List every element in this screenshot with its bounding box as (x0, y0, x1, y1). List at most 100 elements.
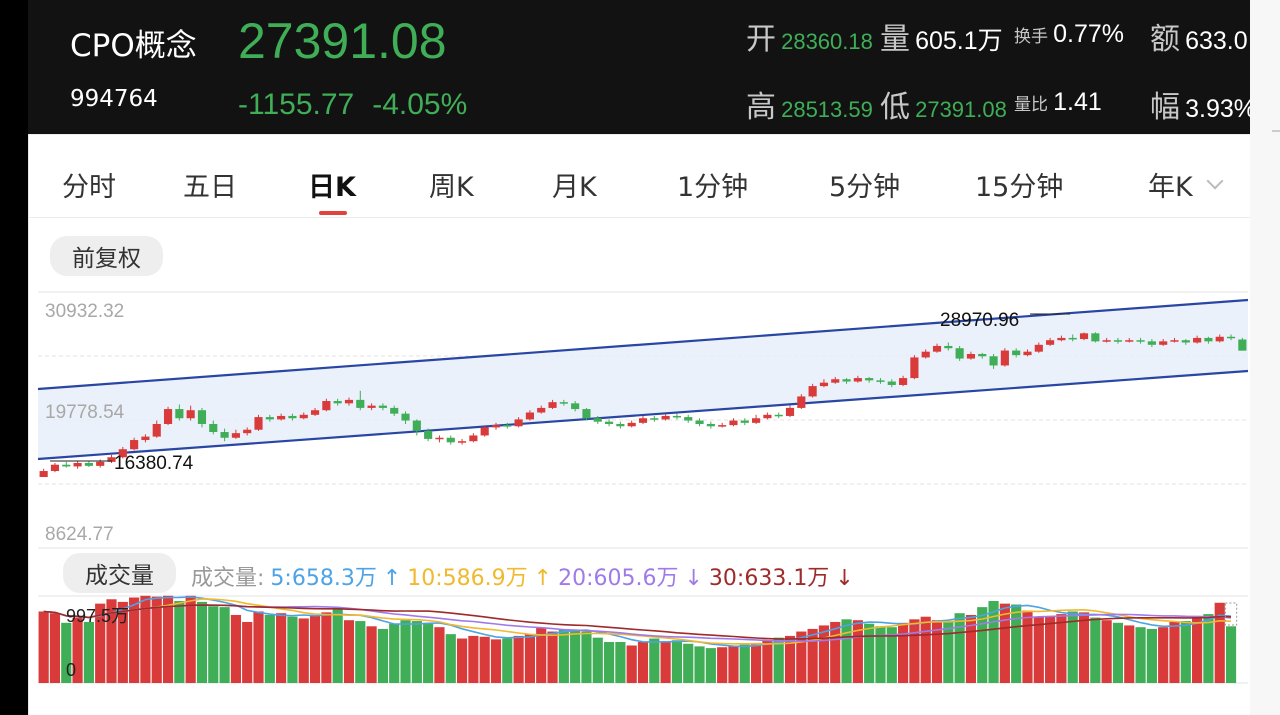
tab-15min[interactable]: 15分钟 (975, 172, 1064, 203)
volume-bar (389, 623, 400, 683)
volume-bar (1112, 622, 1124, 683)
candle-body (288, 415, 297, 419)
candle-body (62, 464, 71, 467)
y-axis-label: 8624.77 (45, 524, 114, 545)
volume-bar (502, 638, 513, 683)
candle-body (955, 348, 964, 359)
volume-bar (773, 637, 784, 683)
last-price: 27391.08 (238, 13, 447, 69)
candle-body (1215, 336, 1224, 342)
volume-bar (95, 603, 106, 683)
volume-bar (728, 645, 739, 683)
volume-bar (411, 621, 422, 683)
stat-high: 高 28513.59 (746, 82, 873, 126)
candle-body (1000, 350, 1009, 366)
candle-body (435, 437, 444, 440)
volume-bar (649, 638, 660, 683)
volume-bar (129, 597, 140, 683)
volume-indicator-button[interactable]: 成交量 (63, 553, 176, 593)
adjust-mode-button[interactable]: 前复权 (50, 236, 163, 276)
tab-monthly-k[interactable]: 月K (552, 172, 597, 203)
volume-bar (479, 636, 490, 683)
tab-yearly-k[interactable]: 年K (1148, 172, 1193, 203)
tab-5min[interactable]: 5分钟 (829, 172, 901, 203)
stat-open: 开 28360.18 (746, 14, 873, 58)
candle-body (932, 345, 942, 352)
volume-bar (637, 642, 649, 683)
candle-body (672, 415, 681, 418)
volume-bar (603, 642, 615, 683)
candle-body (966, 353, 976, 359)
candle-body (887, 381, 896, 385)
candle-body (831, 379, 840, 383)
volume-bar (852, 620, 863, 683)
tab-daily-k[interactable]: 日K (308, 172, 356, 203)
candle-body (944, 345, 953, 349)
tab-weekly-k[interactable]: 周K (429, 172, 474, 203)
volume-bar (423, 622, 434, 683)
volume-bar (999, 603, 1010, 683)
volume-bar (524, 634, 536, 683)
vol-ratio-value: 1.41 (1053, 88, 1102, 116)
candle-body (989, 356, 998, 366)
candle-body (1102, 340, 1111, 342)
volume-bar (1011, 604, 1022, 683)
candle-body (537, 407, 546, 413)
candle-body (231, 433, 240, 438)
candle-body (84, 463, 93, 466)
volume-zero-label: 0 (66, 660, 76, 680)
candle-body (299, 414, 308, 419)
volume-bar (796, 631, 807, 683)
volume-bar (717, 647, 728, 683)
volume-bar (1203, 614, 1214, 683)
candle-body (548, 402, 557, 408)
stat-volume: 量 605.1万 (880, 14, 1003, 58)
open-label: 开 (746, 22, 776, 57)
volume-bar (219, 607, 230, 683)
candle-body (39, 471, 48, 477)
volume-bar (807, 628, 818, 683)
candle-body (1147, 341, 1156, 345)
volume-bar (988, 601, 999, 683)
volume-legend: 成交量: 5:658.3万 ↑ 10:586.9万 ↑ 20:605.6万 ↓ 30:633.… (191, 560, 860, 592)
candle-body (605, 421, 614, 424)
volume-bar (321, 612, 332, 683)
tab-intraday[interactable]: 分时 (62, 172, 116, 203)
volume-bar (977, 607, 988, 683)
volume-bar (230, 614, 241, 683)
candle-body (163, 409, 173, 424)
volume-bar (750, 642, 762, 683)
volume-bar (445, 634, 456, 683)
volume-bar (671, 640, 683, 683)
volume-bar (38, 611, 49, 683)
volume-bar (468, 635, 479, 683)
volume-bar (818, 625, 830, 683)
stat-vol-ratio: 量比 1.41 (1014, 88, 1102, 117)
stat-amount: 额 633.0 (1150, 14, 1248, 58)
volume-bar (208, 606, 219, 683)
candle-body (401, 413, 410, 421)
tab-1min[interactable]: 1分钟 (677, 172, 749, 203)
right-edge-panel (1250, 0, 1280, 715)
volume-bar (83, 621, 94, 683)
candle-body (785, 407, 795, 416)
tab-five-day[interactable]: 五日 (183, 172, 237, 203)
candle-body (141, 436, 150, 441)
volume-bar (185, 595, 196, 683)
candle-body (50, 464, 60, 472)
volume-bar (1192, 616, 1203, 683)
candle-body (1057, 337, 1066, 341)
ma10-legend: 10:586.9万 ↑ (407, 566, 553, 591)
volume-bar (536, 628, 547, 683)
change-percent: -4.05% (372, 88, 468, 121)
low-label: 低 (880, 90, 910, 125)
open-value: 28360.18 (781, 29, 873, 54)
volume-bar (106, 599, 117, 683)
candle-body (243, 429, 252, 434)
volume-bar (196, 601, 208, 683)
candle-body (571, 403, 580, 410)
volume-bar (1146, 628, 1157, 683)
amount-value: 633.0 (1185, 27, 1248, 55)
candle-body (559, 402, 568, 404)
